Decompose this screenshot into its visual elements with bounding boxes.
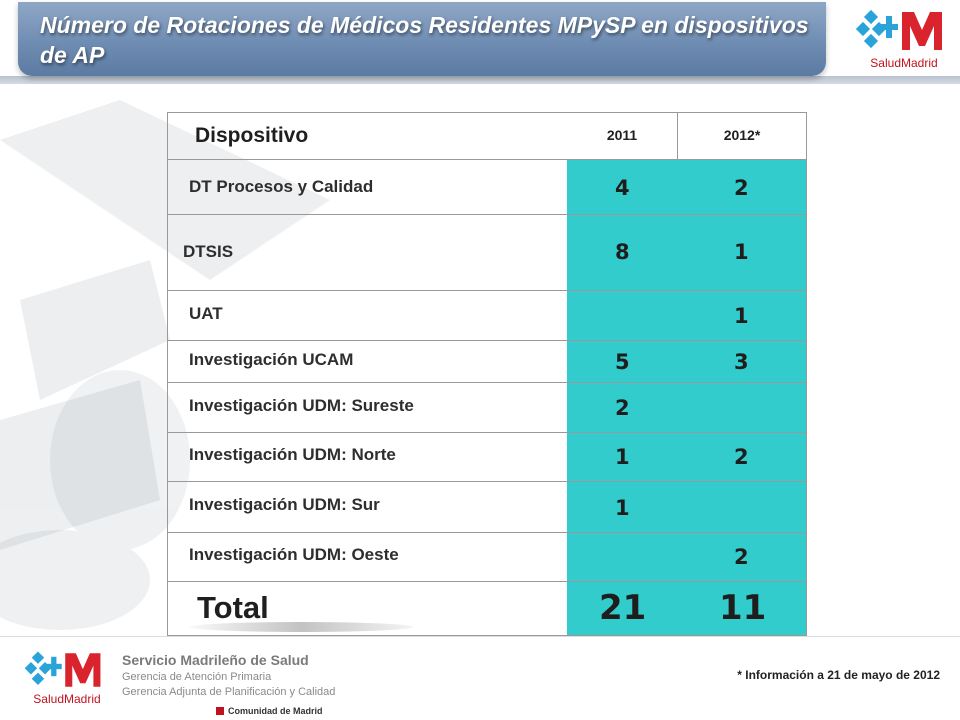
organization-block: Servicio Madrileño de Salud Gerencia de … — [122, 652, 335, 700]
salud-madrid-icon — [24, 650, 101, 687]
total-label: Total — [197, 590, 269, 625]
org-line-2: Gerencia Adjunta de Planificación y Cali… — [122, 686, 336, 698]
salud-madrid-logo-bottom: SaludMadrid — [20, 648, 114, 710]
row-label: Investigación UDM: Oeste — [189, 545, 399, 564]
org-name: Servicio Madrileño de Salud — [122, 652, 309, 668]
salud-madrid-icon — [855, 8, 942, 50]
community-logo: Comunidad de Madrid — [216, 706, 323, 716]
row-value-2012: 2 — [734, 445, 749, 469]
slide-title: Número de Rotaciones de Médicos Resident… — [40, 12, 809, 68]
footer-divider — [0, 636, 960, 637]
title-bar — [18, 2, 826, 76]
community-name: Comunidad de Madrid — [228, 706, 323, 716]
value-cells-background — [567, 160, 807, 636]
footnote: * Información a 21 de mayo de 2012 — [737, 668, 940, 682]
row-label: Investigación UDM: Norte — [189, 445, 396, 464]
total-label-shadow — [189, 622, 413, 632]
header-2011: 2011 — [606, 127, 638, 143]
row-value-2012: 2 — [734, 545, 749, 569]
total-value-2011: 21 — [599, 588, 647, 628]
row-value-2012: 1 — [734, 304, 749, 328]
row-value-2011: 5 — [615, 350, 630, 374]
row-label: Investigación UDM: Sur — [189, 495, 380, 514]
row-label: DT Procesos y Calidad — [189, 177, 374, 196]
salud-madrid-logo-top: SaludMadrid — [855, 6, 952, 72]
row-label: Investigación UDM: Sureste — [189, 396, 414, 415]
row-value-2012: 2 — [734, 176, 749, 200]
row-value-2011: 2 — [615, 396, 630, 420]
row-value-2011: 1 — [615, 496, 630, 520]
community-flag-icon — [216, 707, 224, 715]
logo-caption-salud: Salud — [33, 692, 64, 706]
total-value-2012: 11 — [719, 588, 767, 628]
background-illustration — [0, 100, 330, 630]
rotations-table: Dispositivo 2011 2012* DT Procesos y Cal… — [167, 112, 807, 636]
row-label: DTSIS — [183, 242, 234, 261]
logo-caption-salud: Salud — [870, 56, 901, 70]
row-label: UAT — [189, 304, 223, 323]
logo-caption-madrid: Madrid — [901, 56, 938, 70]
org-line-1: Gerencia de Atención Primaria — [122, 671, 272, 683]
row-value-2012: 1 — [734, 240, 749, 264]
row-label: Investigación UCAM — [189, 350, 354, 369]
row-value-2011: 8 — [615, 240, 630, 264]
header-2012: 2012* — [723, 127, 761, 143]
logo-caption: SaludMadrid — [20, 692, 114, 706]
header-banner: Número de Rotaciones de Médicos Resident… — [0, 0, 960, 84]
logo-caption-madrid: Madrid — [64, 692, 101, 706]
row-value-2011: 1 — [615, 445, 630, 469]
header-device: Dispositivo — [195, 124, 309, 147]
row-value-2012: 3 — [734, 350, 749, 374]
logo-caption: SaludMadrid — [856, 56, 952, 70]
row-value-2011: 4 — [615, 176, 630, 200]
